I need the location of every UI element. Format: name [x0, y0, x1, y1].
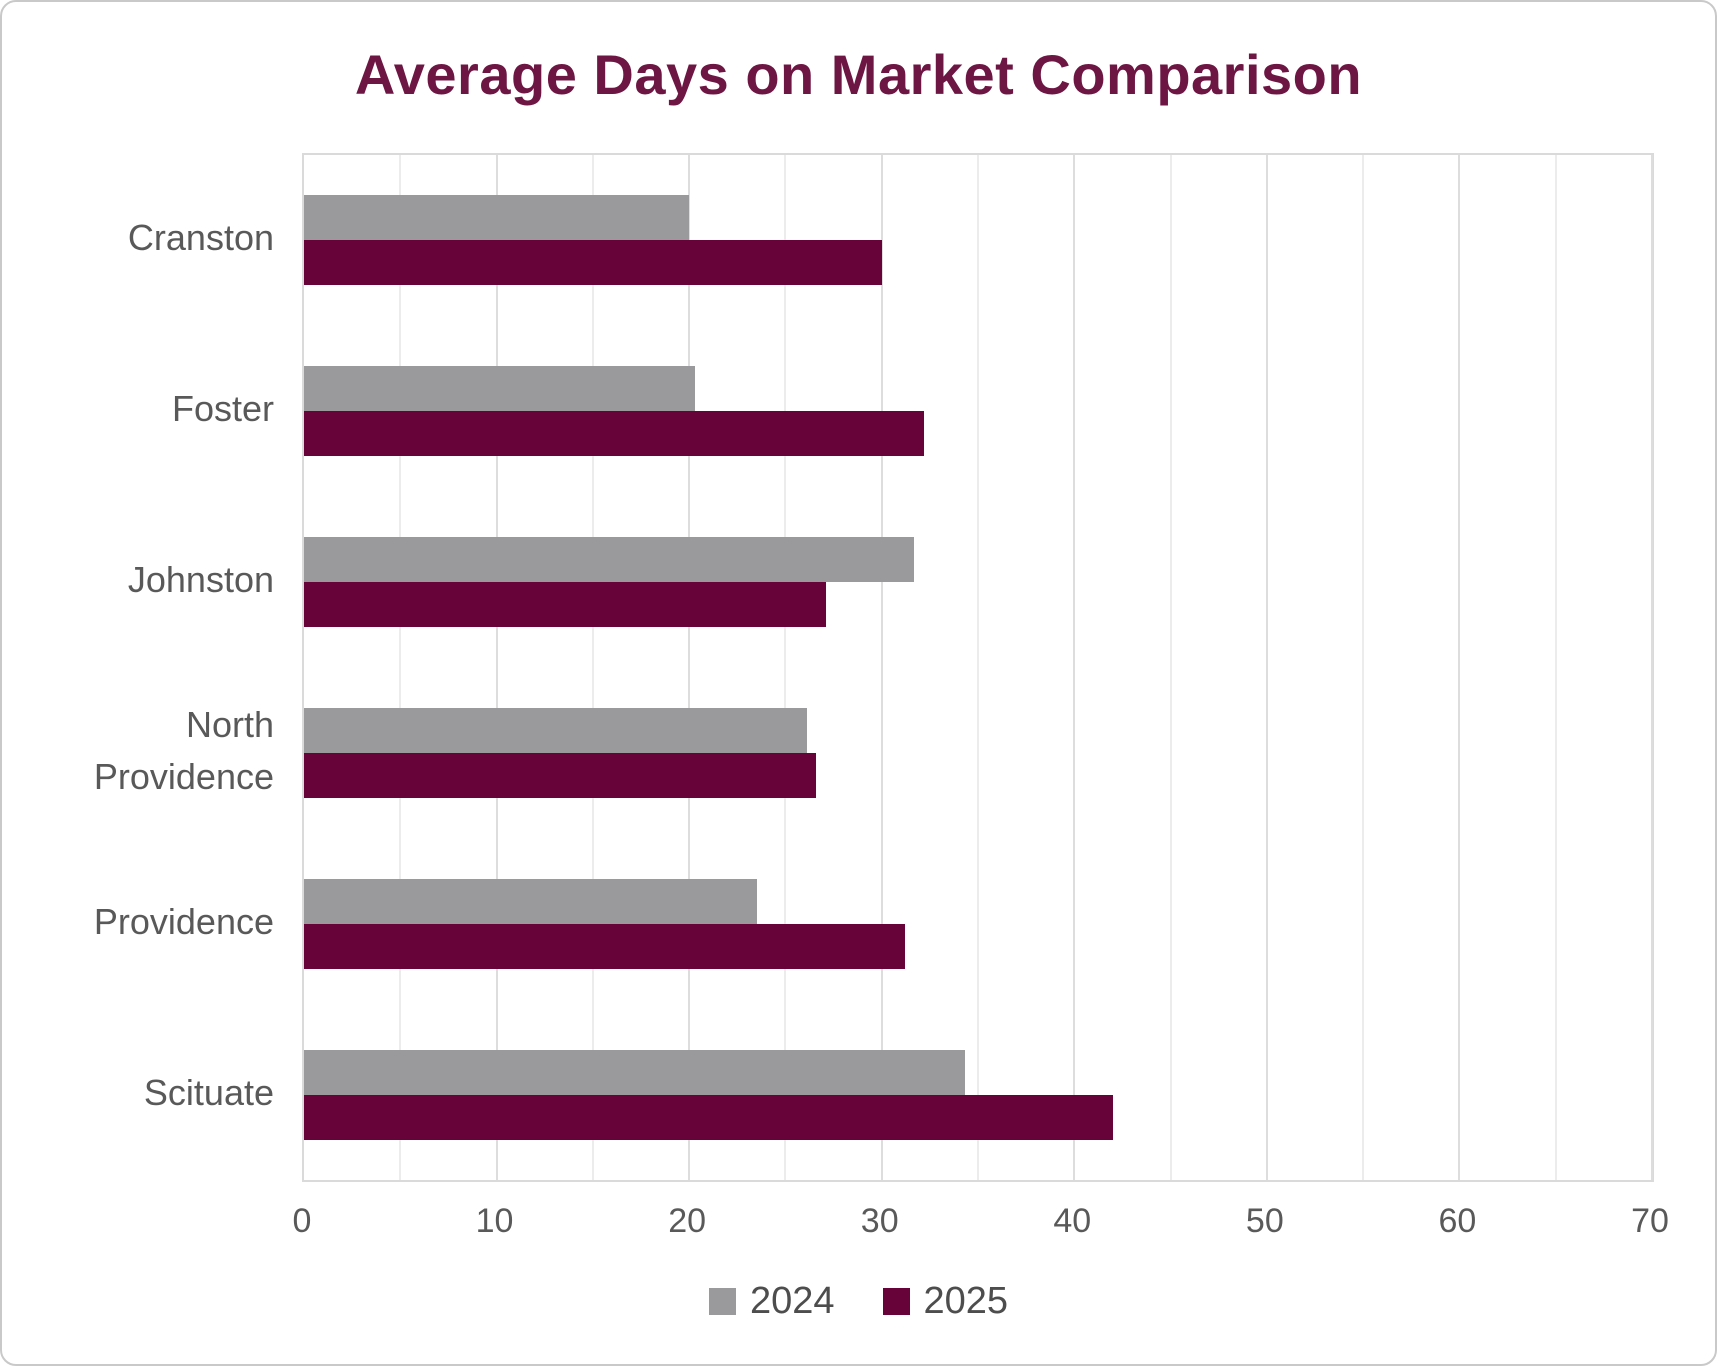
x-tick-label-20: 20	[668, 1202, 707, 1240]
x-tick-label-30: 30	[860, 1202, 899, 1240]
chart-title: Average Days on Market Comparison	[354, 43, 1363, 106]
bar-providence-2024	[304, 878, 757, 924]
bar-foster-2025	[304, 411, 925, 457]
x-tick-label-0: 0	[292, 1202, 312, 1240]
legend-item-2025: 2025	[882, 1280, 1009, 1323]
gridline-x-10	[495, 155, 498, 1180]
category-label-cranston: Cranston	[127, 217, 274, 259]
gridline-x-70	[1651, 155, 1653, 1180]
gridline-x-50	[1265, 155, 1268, 1180]
legend-label-2024: 2024	[749, 1280, 835, 1322]
gridline-x-60	[1458, 155, 1461, 1180]
bar-providence-2025	[304, 923, 905, 969]
bar-foster-2024	[304, 366, 695, 412]
bar-north-providence-2025	[304, 752, 817, 798]
x-tick-label-40: 40	[1053, 1202, 1092, 1240]
gridline-x-40	[1073, 155, 1076, 1180]
category-axis: Cranston Foster Johnston North Providence Pr…	[2, 153, 274, 1182]
category-label-north-providence: North Providence	[93, 703, 274, 797]
legend-label-2025: 2025	[923, 1280, 1009, 1322]
x-tick-label-50: 50	[1245, 1202, 1284, 1240]
legend-swatch-2025	[882, 1288, 910, 1315]
category-label-johnston: Johnston	[127, 558, 274, 600]
plot-area	[302, 153, 1654, 1182]
bar-johnston-2025	[304, 582, 826, 628]
bar-johnston-2024	[304, 537, 915, 583]
bar-scituate-2024	[304, 1049, 965, 1095]
category-label-providence: Providence	[93, 900, 274, 942]
bar-north-providence-2024	[304, 707, 807, 753]
bar-cranston-2025	[304, 240, 882, 286]
x-tick-label-10: 10	[475, 1202, 514, 1240]
gridline-x-5	[399, 155, 402, 1180]
gridline-x-65	[1554, 155, 1557, 1180]
legend-item-2024: 2024	[708, 1280, 835, 1323]
x-tick-label-60: 60	[1438, 1202, 1477, 1240]
gridline-x-55	[1362, 155, 1365, 1180]
gridline-x-45	[1169, 155, 1172, 1180]
gridline-x-35	[977, 155, 979, 1180]
gridline-x-15	[591, 155, 594, 1180]
legend-swatch-2024	[708, 1288, 736, 1315]
gridline-x-25	[784, 155, 787, 1180]
gridline-x-30	[880, 155, 883, 1180]
legend: 2024 2025	[2, 1280, 1715, 1323]
x-tick-label-70: 70	[1631, 1202, 1669, 1240]
gridline-x-20	[688, 155, 691, 1180]
bar-scituate-2025	[304, 1094, 1113, 1140]
category-label-foster: Foster	[171, 388, 274, 430]
category-label-scituate: Scituate	[143, 1071, 274, 1113]
bar-cranston-2024	[304, 195, 690, 241]
